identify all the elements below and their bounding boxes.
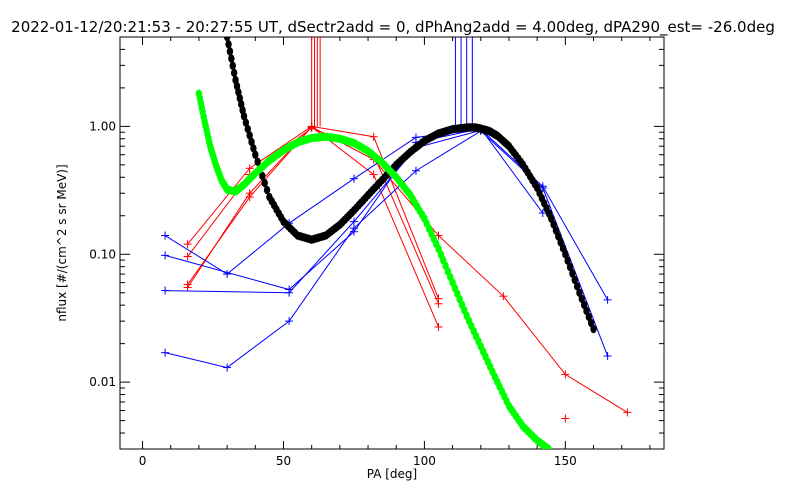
x-tick-label: 50 <box>276 454 291 468</box>
plus-marker <box>183 252 192 261</box>
fit-point <box>254 157 261 167</box>
fit-point <box>228 54 235 63</box>
fit-point <box>244 124 251 134</box>
fit-point <box>248 137 255 147</box>
fit-point <box>252 150 259 159</box>
plus-marker <box>307 122 316 131</box>
plus-marker <box>285 288 294 297</box>
plus-marker <box>349 227 358 236</box>
fit-point <box>230 68 238 78</box>
plus-marker <box>603 295 612 304</box>
fit-point <box>562 250 569 259</box>
plus-marker <box>285 317 294 326</box>
y-tick-label: 0.10 <box>89 247 116 261</box>
fit-point <box>259 171 266 181</box>
fit-point <box>566 262 574 272</box>
plus-marker <box>434 231 443 240</box>
plus-marker <box>434 299 443 308</box>
fit-point <box>240 112 248 121</box>
data-series <box>561 414 570 423</box>
plus-marker <box>161 231 170 240</box>
x-tick-label: 100 <box>413 454 436 468</box>
fit-point <box>564 256 571 265</box>
plus-marker <box>349 174 358 183</box>
data-series <box>223 37 597 334</box>
y-axis-label: nflux [#/(cm^2 s sr MeV)] <box>55 164 69 321</box>
y-tick-label: 0.01 <box>89 375 116 389</box>
series-line <box>164 128 544 291</box>
fit-point <box>573 282 581 291</box>
fit-point <box>226 47 234 56</box>
x-axis-label: PA [deg] <box>367 467 417 481</box>
x-tick-label: 150 <box>554 454 577 468</box>
pa-markers <box>311 37 473 127</box>
plus-marker <box>369 170 378 179</box>
series-layer <box>161 37 632 449</box>
plus-marker <box>623 408 632 417</box>
data-series <box>195 89 552 449</box>
fit-point <box>545 444 552 449</box>
plus-marker <box>603 352 612 361</box>
plus-marker <box>434 322 443 331</box>
plus-marker <box>161 286 170 295</box>
plus-marker <box>411 166 420 175</box>
plus-marker <box>561 370 570 379</box>
x-tick-label: 0 <box>139 454 147 468</box>
series-line <box>187 126 628 413</box>
plus-marker <box>369 132 378 141</box>
plus-marker <box>245 189 254 198</box>
fit-point <box>250 144 257 153</box>
fit-point <box>569 269 576 278</box>
plus-marker <box>538 209 547 218</box>
fit-point <box>225 39 232 49</box>
fit-point <box>571 275 578 285</box>
chart-title: 2022-01-12/20:21:53 - 20:27:55 UT, dSect… <box>11 18 775 37</box>
fit-point <box>261 178 268 188</box>
plus-marker <box>183 240 192 249</box>
plus-marker <box>561 414 570 423</box>
y-tick-label: 1.00 <box>89 119 116 133</box>
fit-point <box>229 61 236 70</box>
fit-point <box>242 118 250 127</box>
plus-marker <box>161 251 170 260</box>
fit-point <box>246 131 253 140</box>
plus-marker <box>223 270 232 279</box>
plus-marker <box>183 283 192 292</box>
plus-marker <box>499 292 508 301</box>
plus-marker <box>161 348 170 357</box>
plot-frame <box>119 36 665 450</box>
fit-point <box>590 324 597 334</box>
fit-point <box>263 185 271 195</box>
plus-marker <box>223 363 232 372</box>
plus-marker <box>349 217 358 226</box>
